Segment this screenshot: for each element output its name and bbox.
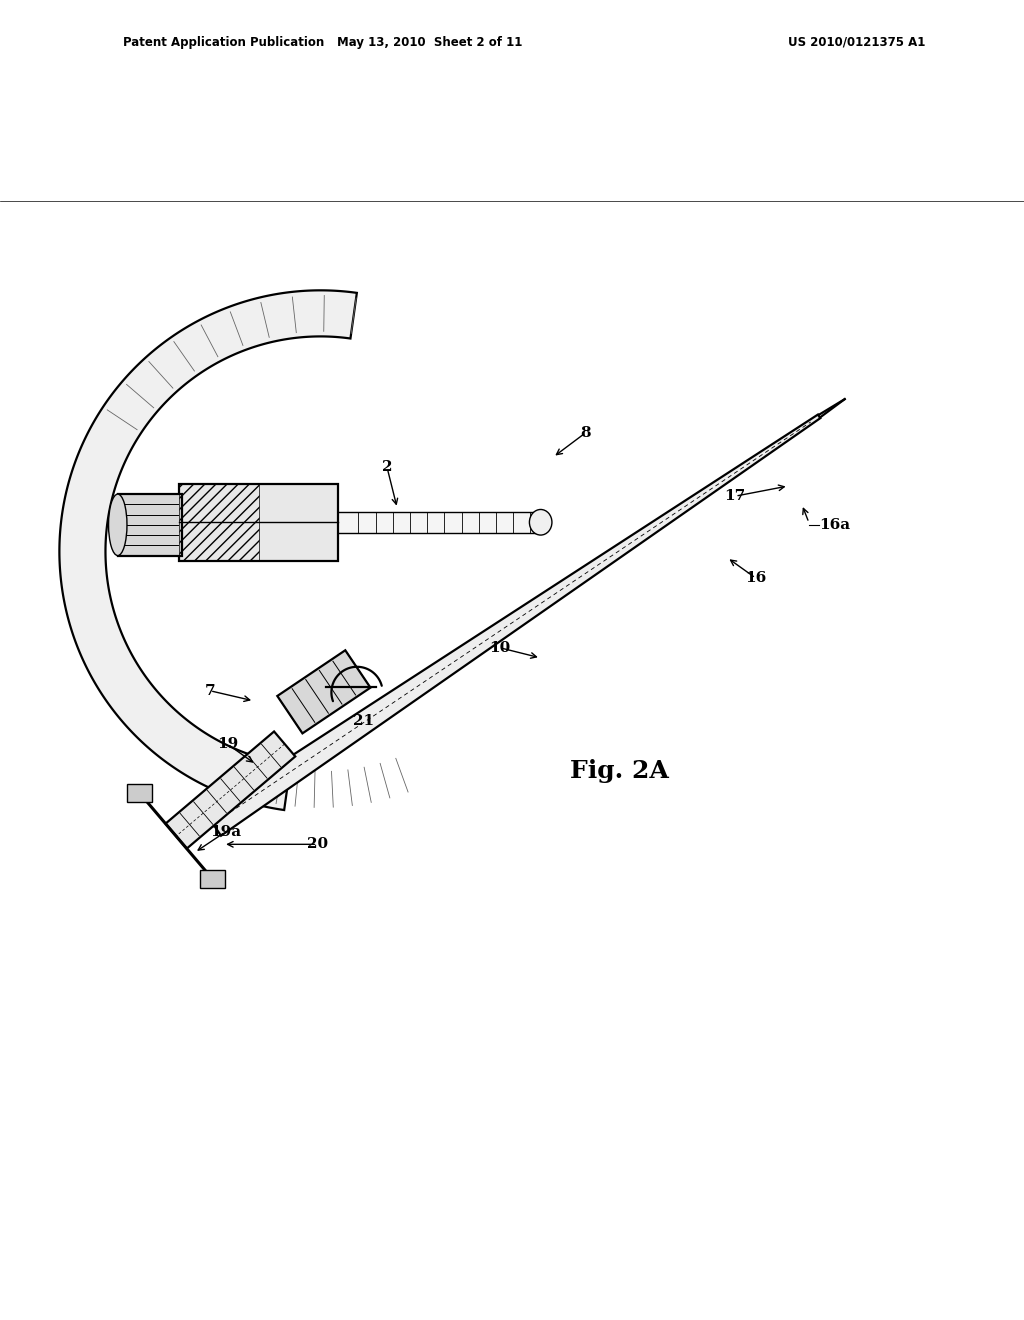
Bar — [200, 870, 225, 888]
Text: 7: 7 — [205, 684, 215, 698]
Text: 20: 20 — [307, 837, 328, 851]
Bar — [179, 484, 338, 561]
Polygon shape — [59, 290, 356, 810]
Bar — [179, 484, 258, 561]
Bar — [127, 784, 153, 803]
Text: May 13, 2010  Sheet 2 of 11: May 13, 2010 Sheet 2 of 11 — [337, 36, 523, 49]
Polygon shape — [205, 414, 820, 836]
Ellipse shape — [109, 494, 127, 556]
Polygon shape — [278, 651, 371, 734]
Text: Patent Application Publication: Patent Application Publication — [123, 36, 325, 49]
Text: 10: 10 — [489, 640, 510, 655]
Bar — [118, 494, 182, 556]
Text: 21: 21 — [353, 714, 374, 729]
Text: 8: 8 — [581, 425, 591, 440]
Polygon shape — [166, 731, 295, 849]
Text: 17: 17 — [725, 490, 745, 503]
Text: US 2010/0121375 A1: US 2010/0121375 A1 — [788, 36, 926, 49]
Text: 19a: 19a — [210, 825, 241, 840]
Text: 19: 19 — [217, 737, 238, 751]
Text: 2: 2 — [382, 461, 392, 474]
Text: 16a: 16a — [819, 517, 850, 532]
Text: 16: 16 — [745, 572, 766, 585]
Text: Fig. 2A: Fig. 2A — [570, 759, 669, 783]
Ellipse shape — [529, 510, 552, 535]
